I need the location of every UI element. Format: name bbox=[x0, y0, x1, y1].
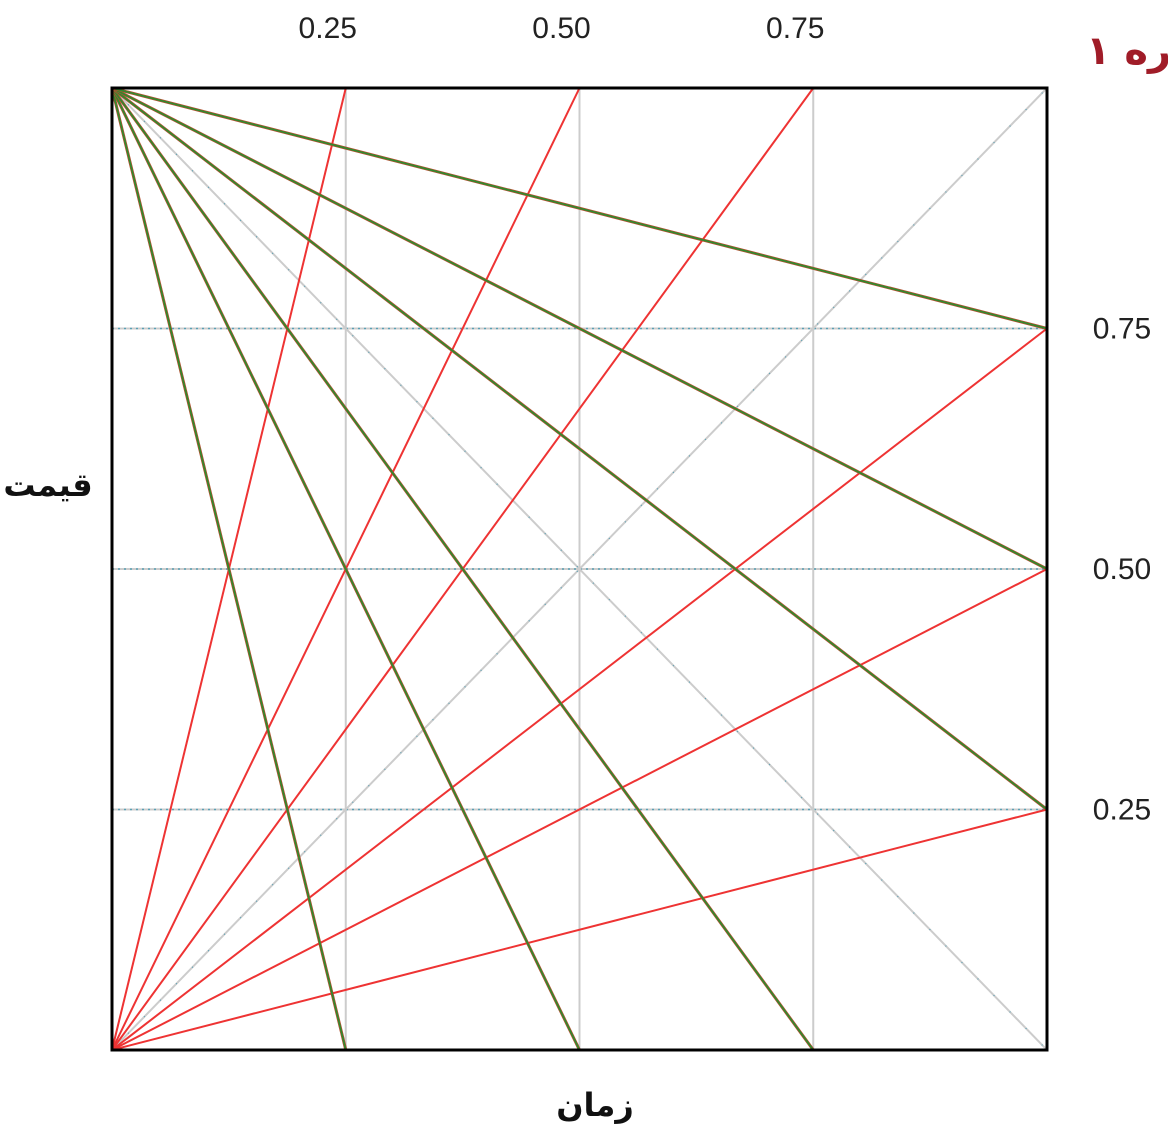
x-tick-label: 0.25 bbox=[299, 12, 357, 45]
y-tick-labels: 0.25 0.50 0.75 bbox=[1093, 313, 1151, 827]
y-tick-label: 0.75 bbox=[1093, 313, 1151, 346]
x-tick-label: 0.50 bbox=[532, 12, 590, 45]
figure-title: شکل شماره ۱ bbox=[1086, 28, 1168, 74]
falling-fan-line bbox=[111, 87, 1048, 330]
x-tick-labels: 0.25 0.50 0.75 bbox=[299, 12, 825, 45]
falling-fan-line bbox=[111, 87, 814, 1051]
diagonal-reference-line bbox=[111, 87, 1048, 1051]
y-axis-title: قیمت bbox=[3, 466, 92, 504]
y-tick-label: 0.50 bbox=[1093, 553, 1151, 586]
rising-fan-line bbox=[111, 568, 1048, 1051]
rising-fan-line bbox=[111, 808, 1048, 1051]
rising-fan-line bbox=[111, 327, 1048, 1051]
falling-fan-line bbox=[111, 87, 347, 1051]
y-tick-label: 0.25 bbox=[1093, 794, 1151, 827]
falling-fan-line bbox=[111, 87, 1048, 811]
x-axis-title: زمان bbox=[556, 1086, 634, 1124]
fan-lines bbox=[110, 86, 1048, 1051]
plot-frame bbox=[110, 86, 1049, 1052]
falling-fan-line bbox=[111, 87, 581, 1051]
diagonal-layer bbox=[111, 87, 1048, 1051]
x-tick-label: 0.75 bbox=[766, 12, 824, 45]
falling-fan-line bbox=[111, 87, 1048, 570]
